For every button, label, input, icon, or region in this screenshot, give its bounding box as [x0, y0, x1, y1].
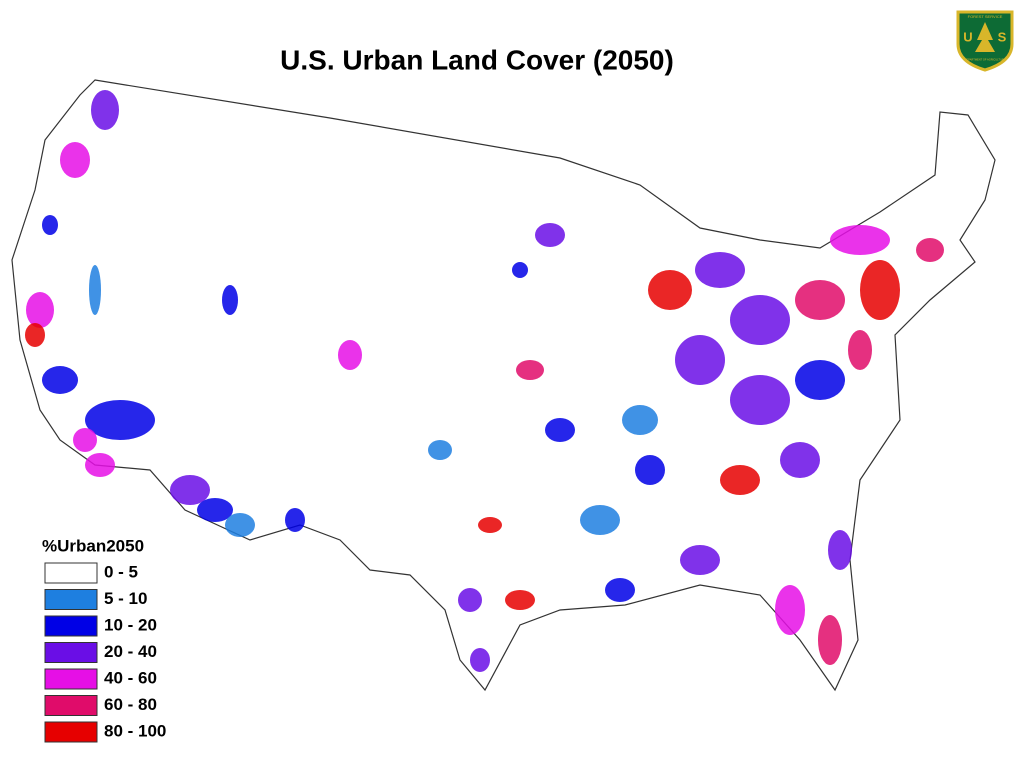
legend-swatch — [44, 615, 98, 637]
county-cluster — [42, 366, 78, 394]
logo-tree — [975, 22, 995, 52]
county-cluster — [89, 265, 101, 315]
county-cluster — [720, 465, 760, 495]
county-cluster — [512, 262, 528, 278]
legend-label: 60 - 80 — [104, 695, 157, 714]
county-cluster — [730, 295, 790, 345]
county-cluster — [775, 585, 805, 635]
county-cluster — [85, 453, 115, 477]
county-cluster — [222, 285, 238, 315]
legend: %Urban2050 0 - 5 5 - 10 10 - 20 20 - 40 40 -… — [42, 536, 166, 743]
county-cluster — [580, 505, 620, 535]
county-cluster — [635, 455, 665, 485]
county-cluster — [285, 508, 305, 532]
county-cluster — [470, 648, 490, 672]
legend-label: 40 - 60 — [104, 668, 157, 687]
county-cluster — [458, 588, 482, 612]
county-cluster — [648, 270, 692, 310]
county-cluster — [73, 428, 97, 452]
county-cluster — [830, 225, 890, 255]
county-cluster — [516, 360, 544, 380]
county-cluster — [505, 590, 535, 610]
county-cluster — [828, 530, 852, 570]
county-cluster — [535, 223, 565, 247]
county-cluster — [680, 545, 720, 575]
legend-swatch — [44, 721, 98, 743]
county-cluster — [916, 238, 944, 262]
logo-bottom-text: DEPARTMENT OF AGRICULTURE — [965, 58, 1006, 62]
legend-label: 5 - 10 — [104, 589, 147, 608]
legend-swatch — [44, 695, 98, 716]
logo-top-text: FOREST SERVICE — [968, 14, 1003, 19]
legend-label: 0 - 5 — [104, 562, 138, 581]
county-cluster — [25, 323, 45, 347]
county-clusters — [25, 90, 944, 672]
county-cluster — [338, 340, 362, 370]
legend-label: 20 - 40 — [104, 642, 157, 661]
county-cluster — [91, 90, 119, 130]
us-outline — [11, 79, 996, 692]
legend-label: 80 - 100 — [104, 721, 166, 740]
county-cluster — [795, 360, 845, 400]
logo-letter: U — [963, 29, 972, 44]
legend-title: %Urban2050 — [42, 536, 144, 555]
legend-swatch — [44, 589, 98, 610]
county-cluster — [780, 442, 820, 478]
county-cluster — [545, 418, 575, 442]
county-cluster — [60, 142, 90, 178]
logo: FOREST SERVICE U S DEPARTMENT OF AGRICUL… — [956, 10, 1014, 72]
county-cluster — [605, 578, 635, 602]
county-cluster — [85, 400, 155, 440]
county-cluster — [818, 615, 842, 665]
county-cluster — [730, 375, 790, 425]
county-cluster — [622, 405, 658, 435]
county-cluster — [225, 513, 255, 537]
legend-swatch — [44, 668, 98, 690]
county-cluster — [197, 498, 233, 522]
legend-swatch — [44, 642, 98, 663]
county-cluster — [428, 440, 452, 460]
county-cluster — [170, 475, 210, 505]
logo-letter: S — [998, 29, 1007, 44]
legend-swatch — [44, 562, 98, 584]
county-cluster — [26, 292, 54, 328]
county-cluster — [848, 330, 872, 370]
county-cluster — [860, 260, 900, 320]
county-cluster — [795, 280, 845, 320]
legend-label: 10 - 20 — [104, 615, 157, 634]
county-cluster — [675, 335, 725, 385]
county-cluster — [695, 252, 745, 288]
county-cluster — [478, 517, 502, 533]
county-cluster — [42, 215, 58, 235]
map-title: U.S. Urban Land Cover (2050) — [280, 44, 674, 75]
